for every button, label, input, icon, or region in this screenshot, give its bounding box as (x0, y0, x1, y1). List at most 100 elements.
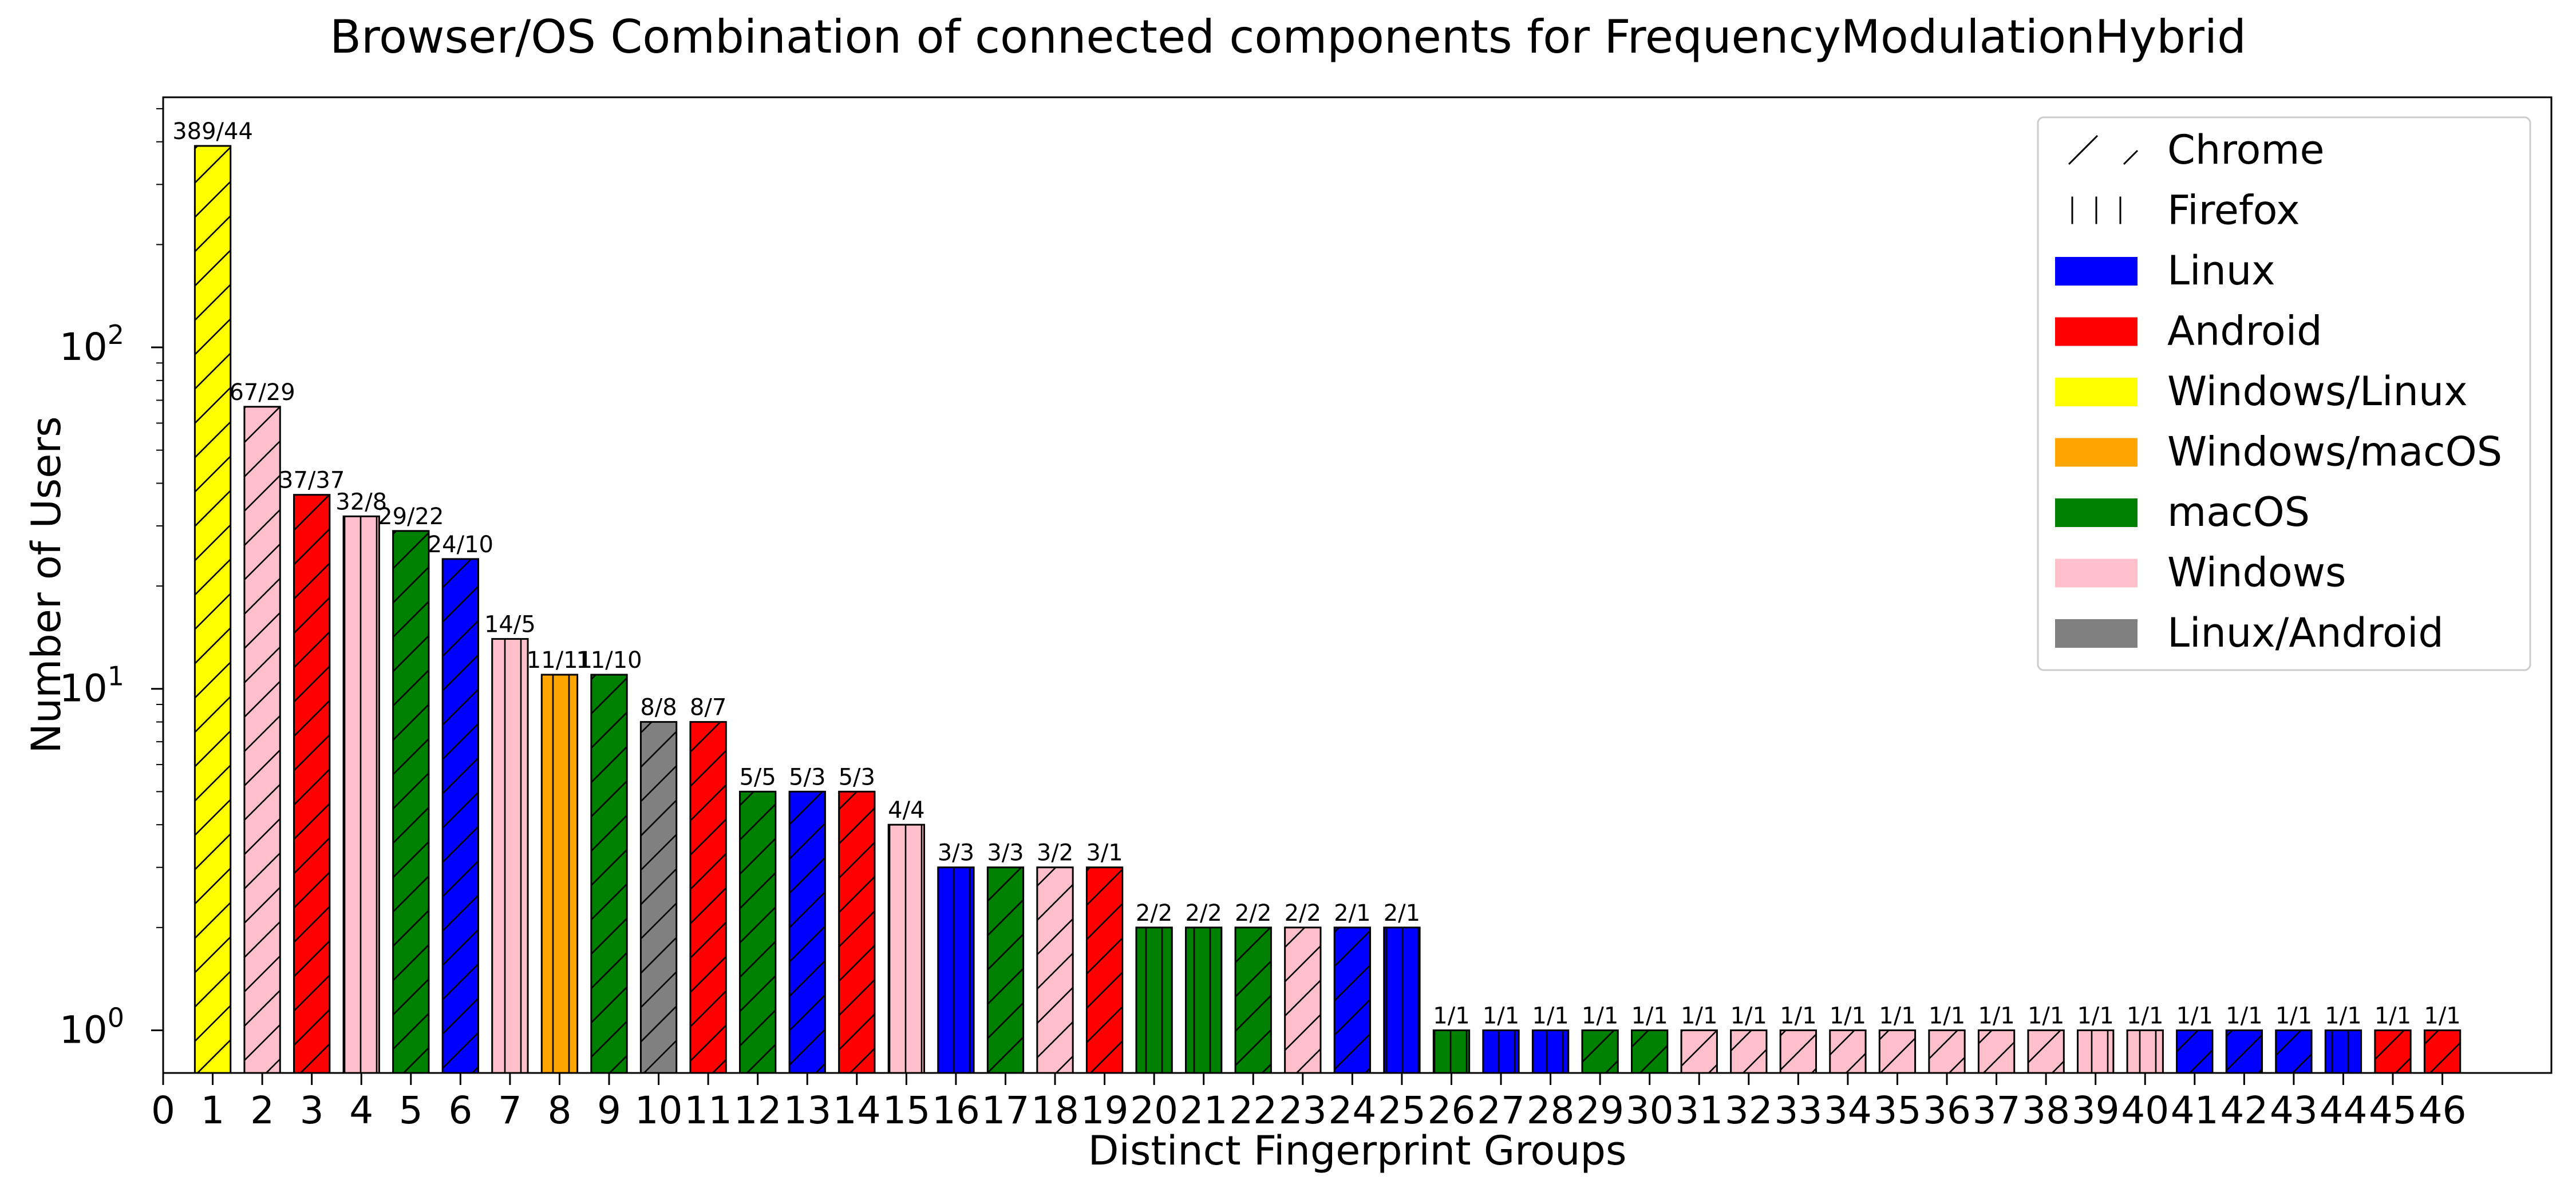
x-tick-label: 41 (2171, 1088, 2219, 1132)
legend-item-android: Android (2055, 308, 2322, 355)
bar-value-label: 1/1 (1433, 1003, 1469, 1029)
legend-item-macos: macOS (2055, 489, 2310, 536)
bar-38 (2027, 1029, 2065, 1074)
bar-8 (540, 674, 579, 1074)
bars-layer (193, 145, 2462, 1074)
legend-label: Firefox (2167, 187, 2300, 234)
x-tick-label: 21 (1180, 1088, 1228, 1132)
x-tick-label: 12 (734, 1088, 782, 1132)
x-tick-label: 8 (547, 1088, 571, 1132)
bar-hatch (788, 790, 826, 1074)
bar-40 (2126, 1029, 2164, 1074)
x-tick-label: 24 (1328, 1088, 1376, 1132)
x-tick-label: 28 (1527, 1088, 1575, 1132)
x-tick-label: 29 (1576, 1088, 1624, 1132)
y-tick-label: 101 (60, 661, 124, 711)
y-axis: 100 101 102 (60, 108, 163, 1052)
legend-item-windows-linux: Windows/Linux (2055, 368, 2468, 415)
bar-13 (788, 790, 826, 1074)
bar-6 (441, 558, 479, 1074)
bar-value-label: 1/1 (2028, 1003, 2064, 1029)
x-tick-label: 6 (448, 1088, 472, 1132)
bar-hatch (441, 558, 479, 1074)
bar-value-label: 1/1 (2374, 1003, 2411, 1029)
bar-15 (887, 823, 926, 1074)
bar-12 (739, 790, 777, 1074)
bar-39 (2077, 1029, 2115, 1074)
bar-1 (193, 145, 232, 1074)
bar-30 (1631, 1029, 1669, 1074)
bar-value-label: 1/1 (1483, 1003, 1519, 1029)
bar-hatch (2176, 1029, 2214, 1074)
bar-hatch (1333, 926, 1372, 1074)
bar-37 (1977, 1029, 2016, 1074)
bar-value-label: 1/1 (2275, 1003, 2312, 1029)
bar-43 (2275, 1029, 2313, 1074)
bar-26 (1432, 1029, 1471, 1074)
bar-hatch (1284, 926, 1322, 1074)
bar-value-label: 3/3 (987, 840, 1024, 866)
legend-item-linux-android: Linux/Android (2055, 609, 2444, 656)
bar-29 (1581, 1029, 1619, 1074)
bar-10 (639, 721, 678, 1074)
bar-hatch (1432, 1029, 1471, 1074)
bar-45 (2374, 1029, 2412, 1074)
bar-42 (2225, 1029, 2263, 1074)
bar-hatch (1730, 1029, 1768, 1074)
legend-label: Windows (2167, 549, 2346, 596)
bar-24 (1333, 926, 1372, 1074)
bar-hatch (1482, 1029, 1520, 1074)
bar-value-label: 24/10 (428, 532, 493, 558)
bar-value-label: 1/1 (1631, 1003, 1668, 1029)
x-tick-label: 4 (349, 1088, 373, 1132)
legend-hatch-diag (2068, 134, 2139, 165)
x-tick-label: 3 (300, 1088, 324, 1132)
bar-32 (1730, 1029, 1768, 1074)
bar-value-label: 1/1 (2176, 1003, 2213, 1029)
x-tick-label: 11 (684, 1088, 732, 1132)
bar-labels-layer: 389/4467/2937/3732/829/2224/1014/511/111… (172, 118, 2461, 1029)
bar-value-label: 14/5 (484, 612, 536, 638)
bar-value-label: 2/2 (1235, 900, 1271, 926)
bar-value-label: 67/29 (229, 379, 295, 406)
x-tick-label: 20 (1130, 1088, 1178, 1132)
bar-hatch (1531, 1029, 1570, 1074)
bar-value-label: 11/11 (527, 647, 592, 674)
legend-frame (2037, 116, 2531, 671)
bar-11 (689, 721, 727, 1074)
bar-23 (1284, 926, 1322, 1074)
bar-hatch (2077, 1029, 2115, 1074)
bar-hatch (639, 721, 678, 1074)
bar-value-label: 8/8 (640, 695, 677, 721)
bar-46 (2423, 1029, 2462, 1074)
x-tick-label: 25 (1378, 1088, 1426, 1132)
bar-20 (1135, 926, 1173, 1074)
x-tick-label: 45 (2369, 1088, 2417, 1132)
bar-22 (1234, 926, 1272, 1074)
bar-3 (293, 494, 331, 1074)
bar-value-label: 1/1 (1730, 1003, 1767, 1029)
legend-item-linux: Linux (2055, 247, 2275, 294)
bar-value-label: 2/1 (1384, 900, 1420, 926)
legend-swatch (2055, 257, 2138, 286)
bar-hatch (1878, 1029, 1917, 1074)
bar-hatch (243, 406, 281, 1074)
bar-value-label: 1/1 (2325, 1003, 2361, 1029)
y-axis-label: Number of Users (23, 416, 70, 753)
bar-hatch (739, 790, 777, 1074)
x-tick-label: 5 (399, 1088, 423, 1132)
bar-44 (2324, 1029, 2362, 1074)
bar-value-label: 1/1 (1929, 1003, 1965, 1029)
bar-hatch (1085, 866, 1124, 1074)
bar-value-label: 2/2 (1185, 900, 1222, 926)
bar-14 (838, 790, 876, 1074)
bar-value-label: 1/1 (2424, 1003, 2460, 1029)
bar-hatch (2423, 1029, 2462, 1074)
x-tick-label: 16 (932, 1088, 980, 1132)
bar-hatch (1383, 926, 1421, 1074)
bar-16 (937, 866, 975, 1074)
bar-25 (1383, 926, 1421, 1074)
bar-value-label: 1/1 (1879, 1003, 1915, 1029)
x-tick-label: 35 (1873, 1088, 1921, 1132)
